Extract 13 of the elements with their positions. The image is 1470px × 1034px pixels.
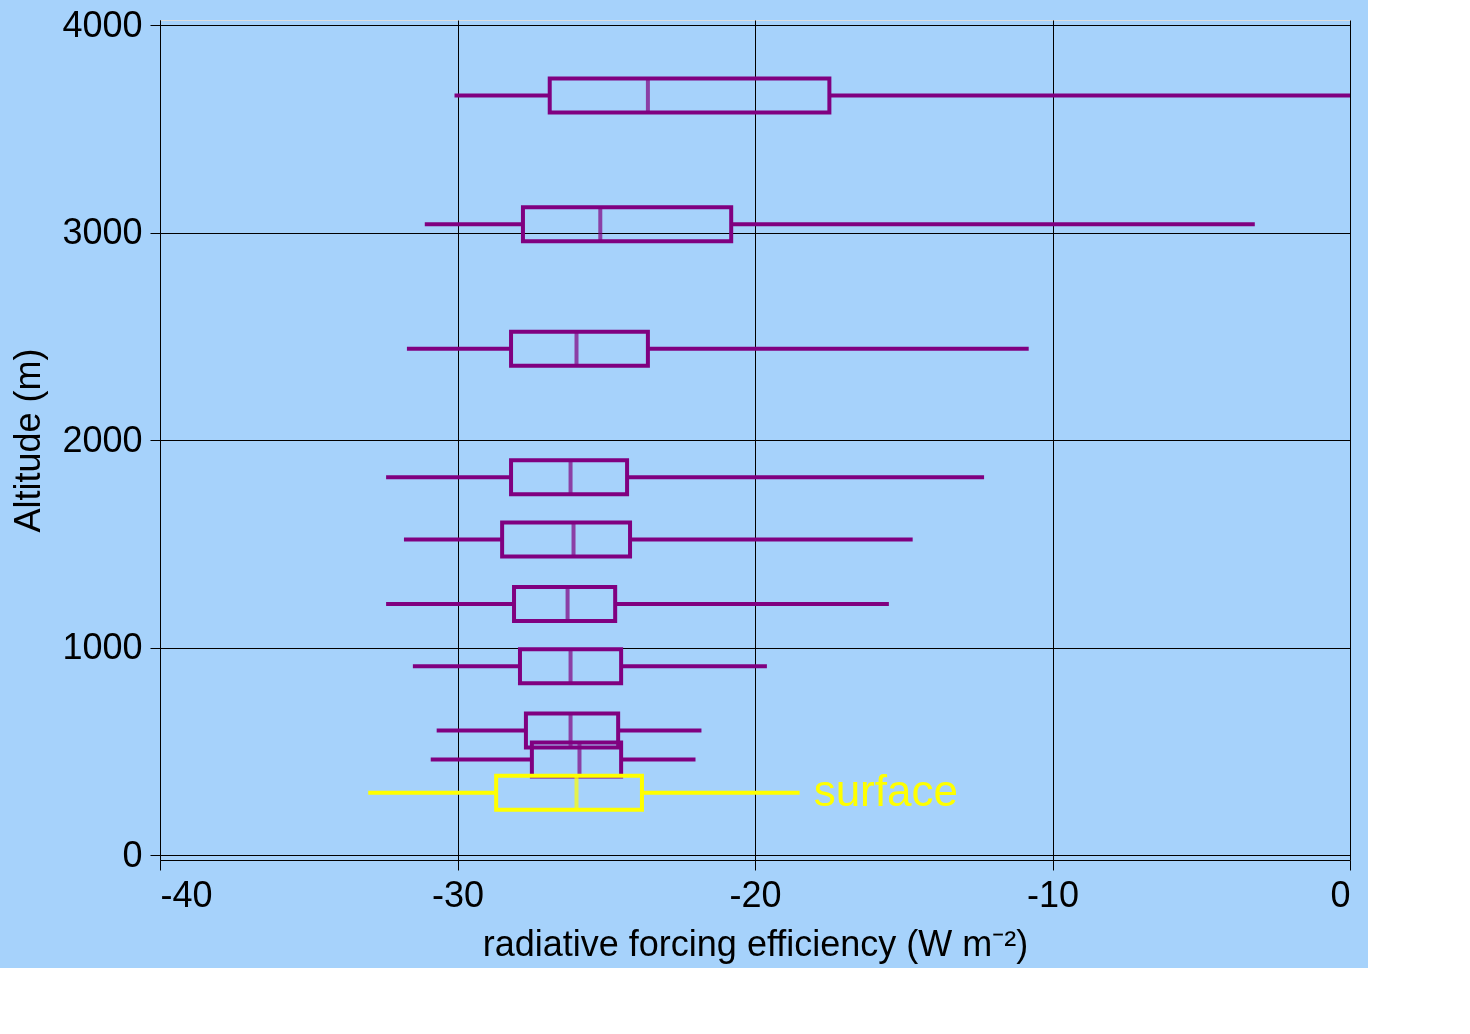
text: surface: [813, 765, 958, 815]
x-tick-label: -20: [729, 873, 782, 915]
y-tick-label: 1000: [62, 626, 143, 667]
x-tick-label: -30: [431, 873, 485, 915]
y-tick-label: 4000: [62, 3, 143, 45]
y-tick-label: 0: [122, 833, 143, 875]
y-axis-title: Altitude (m): [7, 348, 49, 533]
x-tick-label: 0: [1330, 873, 1351, 915]
x-tick-label: -10: [1026, 873, 1080, 915]
x-tick-label: -40: [160, 873, 213, 915]
y-tick-label: 2000: [62, 418, 143, 460]
x-axis-title: radiative forcing efficiency (W m⁻²): [482, 922, 1029, 964]
y-tick-label: 3000: [62, 211, 143, 252]
